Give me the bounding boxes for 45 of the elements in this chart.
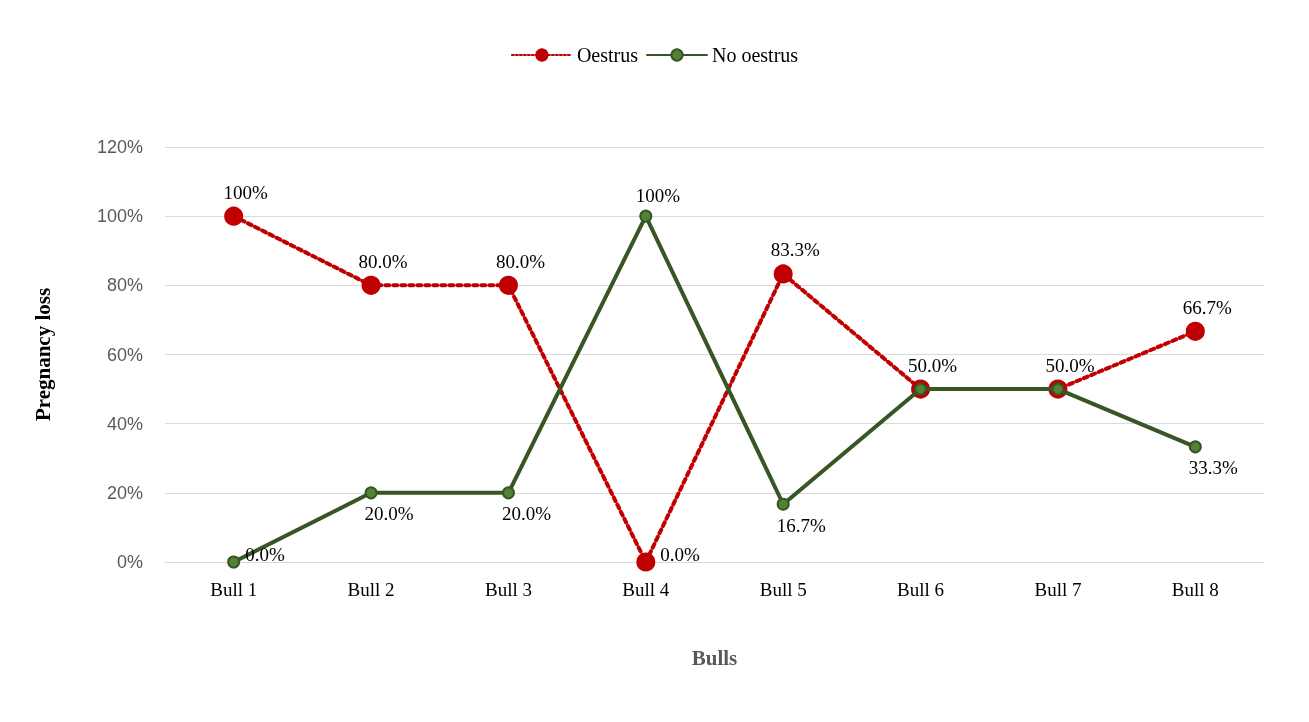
legend-label: No oestrus <box>712 44 799 66</box>
data-label: 0.0% <box>660 543 701 565</box>
data-label: 100% <box>223 181 269 203</box>
y-tick-label: 40% <box>106 413 143 434</box>
x-axis-title: Bulls <box>691 645 738 670</box>
data-label: 100% <box>635 184 681 206</box>
point <box>776 497 790 511</box>
point <box>498 275 518 295</box>
y-tick-label: 120% <box>96 137 143 157</box>
data-label: 0.0% <box>245 543 285 565</box>
point <box>364 486 378 500</box>
point <box>1188 440 1202 454</box>
point <box>361 275 381 295</box>
point <box>639 209 653 223</box>
data-label: 83.3% <box>770 239 820 261</box>
data-label: 80.0% <box>358 250 408 272</box>
x-tick-label: Bull 5 <box>759 579 807 600</box>
data-label: 33.3% <box>1188 457 1239 479</box>
point <box>1185 321 1205 341</box>
y-tick-label: 20% <box>106 482 143 503</box>
x-tick-label: Bull 7 <box>1034 579 1082 600</box>
x-tick-label: Bull 1 <box>210 579 258 600</box>
x-tick-label: Bull 2 <box>347 579 395 600</box>
x-tick-label: Bull 3 <box>484 579 532 600</box>
point <box>773 264 793 284</box>
data-label: 16.7% <box>776 514 826 536</box>
point <box>224 206 244 226</box>
data-label: 50.0% <box>1045 354 1095 376</box>
data-label: 66.7% <box>1182 296 1233 318</box>
y-tick-label: 100% <box>96 206 143 227</box>
data-label: 20.0% <box>501 503 552 525</box>
data-label: 80.0% <box>495 250 546 272</box>
y-axis-title: Pregnancy loss <box>30 287 55 422</box>
y-tick-label: 0% <box>116 552 143 572</box>
data-label: 50.0% <box>908 354 958 376</box>
data-label: 20.0% <box>364 503 414 525</box>
legend-label: Oestrus <box>576 44 639 66</box>
x-tick-label: Bull 8 <box>1171 579 1219 600</box>
point <box>501 486 515 500</box>
x-tick-label: Bull 4 <box>622 579 670 600</box>
point <box>636 552 656 572</box>
point <box>227 555 241 569</box>
x-tick-label: Bull 6 <box>897 579 945 600</box>
y-tick-label: 60% <box>106 344 143 365</box>
y-tick-label: 80% <box>106 275 143 296</box>
